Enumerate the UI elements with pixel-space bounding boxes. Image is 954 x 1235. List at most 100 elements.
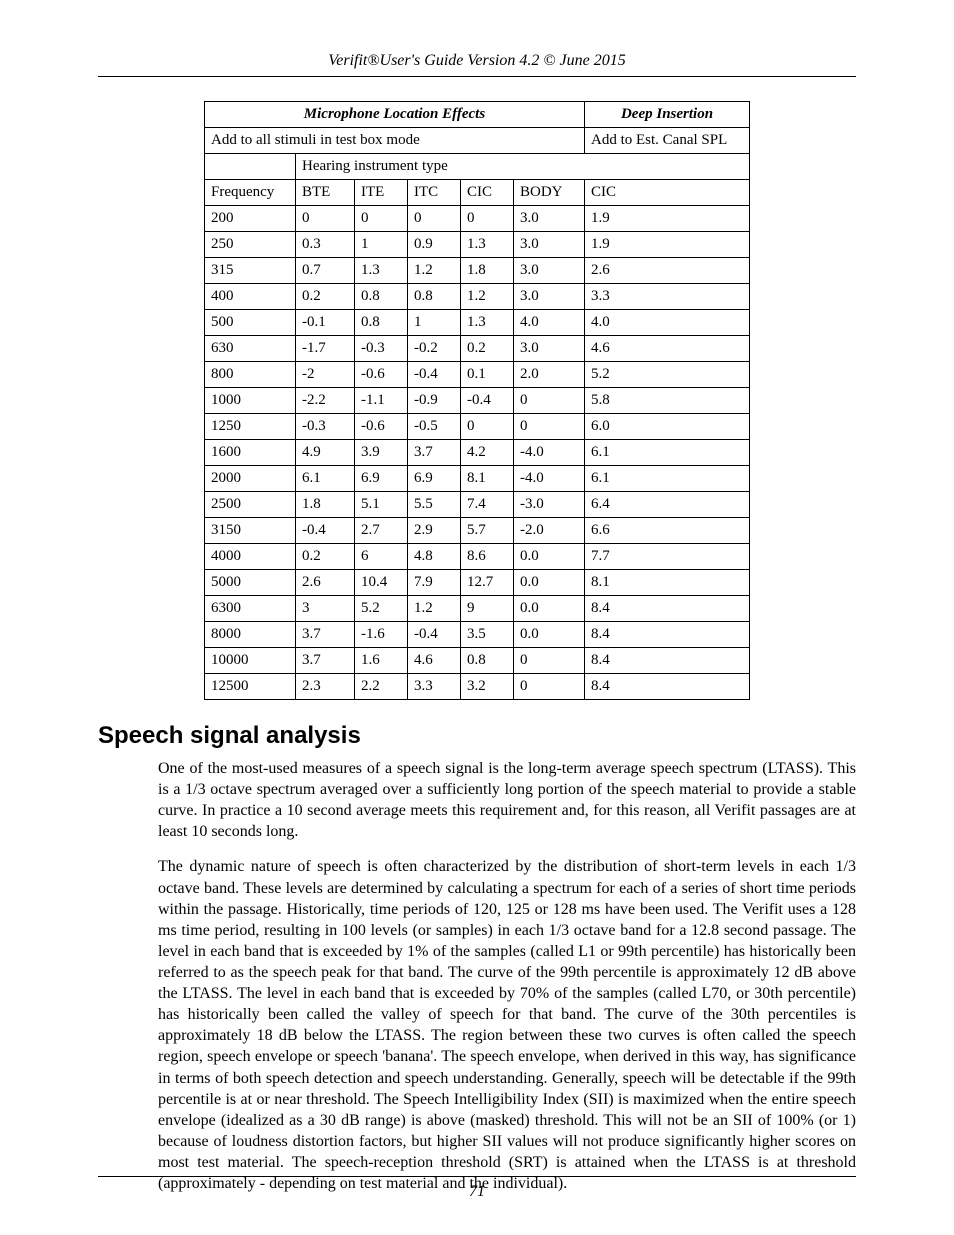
table-cell: 0.0	[514, 570, 585, 596]
table-cell: 0	[514, 674, 585, 700]
table-cell: 8.4	[585, 596, 750, 622]
table-cell: 2500	[205, 492, 296, 518]
table-cell: 6.4	[585, 492, 750, 518]
table-cell: -0.4	[408, 622, 461, 648]
table-cell: 6.1	[585, 466, 750, 492]
table-cell: -1.6	[355, 622, 408, 648]
col-itc: ITC	[408, 180, 461, 206]
table-row: 630-1.7-0.3-0.20.23.04.6	[205, 336, 750, 362]
table-cell: 3.9	[355, 440, 408, 466]
table-cell: 8.4	[585, 648, 750, 674]
table-cell: -0.3	[296, 414, 355, 440]
deep-header: Deep Insertion	[585, 102, 750, 128]
table-cell: 0.2	[296, 284, 355, 310]
col-frequency: Frequency	[205, 180, 296, 206]
table-cell: 6.1	[296, 466, 355, 492]
table-row: 800-2-0.6-0.40.12.05.2	[205, 362, 750, 388]
table-cell: 6.9	[355, 466, 408, 492]
table-cell: -0.3	[355, 336, 408, 362]
table-cell: 4.8	[408, 544, 461, 570]
column-headers-row: Frequency BTE ITE ITC CIC BODY CIC	[205, 180, 750, 206]
table-cell: 5.1	[355, 492, 408, 518]
blank-cell	[205, 154, 296, 180]
table-container: Microphone Location Effects Deep Inserti…	[98, 101, 856, 700]
table-cell: 0.8	[461, 648, 514, 674]
table-cell: 8.6	[461, 544, 514, 570]
table-cell: 800	[205, 362, 296, 388]
table-cell: -0.6	[355, 414, 408, 440]
table-cell: 1.2	[408, 596, 461, 622]
table-cell: 1.9	[585, 206, 750, 232]
table-cell: 1.9	[585, 232, 750, 258]
table-cell: 3.5	[461, 622, 514, 648]
table-cell: 0.9	[408, 232, 461, 258]
table-header-row: Microphone Location Effects Deep Inserti…	[205, 102, 750, 128]
table-cell: 0	[355, 206, 408, 232]
table-cell: 4.0	[585, 310, 750, 336]
table-cell: 8.4	[585, 622, 750, 648]
table-cell: -0.4	[408, 362, 461, 388]
table-cell: 3	[296, 596, 355, 622]
table-row: 40000.264.88.60.07.7	[205, 544, 750, 570]
table-row: 4000.20.80.81.23.03.3	[205, 284, 750, 310]
table-cell: 8.4	[585, 674, 750, 700]
page-header: Verifit®User's Guide Version 4.2 © June …	[98, 52, 856, 72]
table-row: 3150-0.42.72.95.7-2.06.6	[205, 518, 750, 544]
table-cell: 5.2	[585, 362, 750, 388]
table-subheader-row: Add to all stimuli in test box mode Add …	[205, 128, 750, 154]
table-cell: 1.3	[461, 232, 514, 258]
table-cell: -0.2	[408, 336, 461, 362]
col-cic: CIC	[461, 180, 514, 206]
body-paragraph-1: One of the most-used measures of a speec…	[158, 758, 856, 842]
deep-subheader: Add to Est. Canal SPL	[585, 128, 750, 154]
table-cell: -0.9	[408, 388, 461, 414]
table-cell: 4000	[205, 544, 296, 570]
table-cell: 0.3	[296, 232, 355, 258]
table-cell: 0	[296, 206, 355, 232]
table-cell: 3.7	[408, 440, 461, 466]
table-cell: 3.3	[408, 674, 461, 700]
table-cell: -0.4	[461, 388, 514, 414]
table-cell: 2.6	[296, 570, 355, 596]
table-cell: 4.6	[585, 336, 750, 362]
table-row: 3150.71.31.21.83.02.6	[205, 258, 750, 284]
table-cell: 0.8	[355, 310, 408, 336]
table-cell: 2.7	[355, 518, 408, 544]
table-cell: 12500	[205, 674, 296, 700]
table-cell: 5.5	[408, 492, 461, 518]
table-cell: 3.7	[296, 622, 355, 648]
table-cell: 0.1	[461, 362, 514, 388]
table-cell: 1600	[205, 440, 296, 466]
footer-rule	[98, 1176, 856, 1177]
table-cell: 1.8	[296, 492, 355, 518]
table-cell: 6	[355, 544, 408, 570]
table-row: 2500.310.91.33.01.9	[205, 232, 750, 258]
table-cell: 4.0	[514, 310, 585, 336]
table-row: 125002.32.23.33.208.4	[205, 674, 750, 700]
table-cell: 5.7	[461, 518, 514, 544]
table-cell: 1.6	[355, 648, 408, 674]
table-row: 1000-2.2-1.1-0.9-0.405.8	[205, 388, 750, 414]
col-ite: ITE	[355, 180, 408, 206]
table-cell: 3.2	[461, 674, 514, 700]
table-cell: 400	[205, 284, 296, 310]
table-cell: 4.6	[408, 648, 461, 674]
table-cell: 6.9	[408, 466, 461, 492]
table-cell: 1.2	[461, 284, 514, 310]
table-cell: 3.3	[585, 284, 750, 310]
col-cic2: CIC	[585, 180, 750, 206]
table-cell: 3.7	[296, 648, 355, 674]
table-cell: 1250	[205, 414, 296, 440]
table-cell: 2.0	[514, 362, 585, 388]
table-cell: 3150	[205, 518, 296, 544]
table-cell: -2.0	[514, 518, 585, 544]
table-cell: 0.8	[355, 284, 408, 310]
table-cell: 7.4	[461, 492, 514, 518]
table-cell: 6.1	[585, 440, 750, 466]
table-cell: 4.9	[296, 440, 355, 466]
section-title: Speech signal analysis	[98, 722, 856, 750]
document-page: Verifit®User's Guide Version 4.2 © June …	[0, 0, 954, 1235]
table-cell: 3.0	[514, 232, 585, 258]
table-cell: 0.0	[514, 596, 585, 622]
table-row: 50002.610.47.912.70.08.1	[205, 570, 750, 596]
